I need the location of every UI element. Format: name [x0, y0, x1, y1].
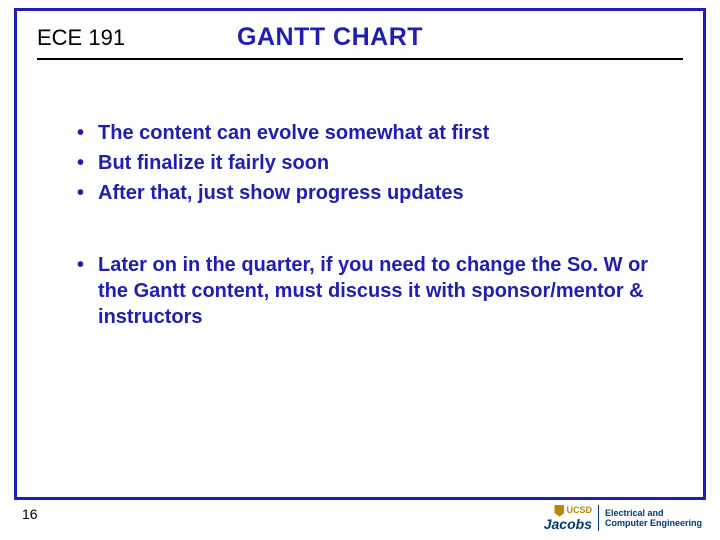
bullet-text: The content can evolve somewhat at first: [98, 120, 489, 146]
shield-icon: [554, 505, 564, 517]
dept-line-1: Electrical and: [605, 508, 702, 518]
content-area: • The content can evolve somewhat at fir…: [17, 60, 703, 330]
logo-divider: [598, 505, 599, 531]
ucsd-mark: UCSD: [554, 505, 592, 517]
bullet-dot-icon: •: [77, 150, 84, 176]
bullet-text: After that, just show progress updates: [98, 180, 464, 206]
ucsd-text: UCSD: [566, 506, 592, 516]
department-block: Electrical and Computer Engineering: [605, 508, 702, 529]
footer-logo: UCSD Jacobs Electrical and Computer Engi…: [544, 505, 702, 532]
bullet-group-2: • Later on in the quarter, if you need t…: [77, 252, 663, 330]
slide-frame: ECE 191 GANTT CHART • The content can ev…: [14, 8, 706, 500]
bullet-item: • After that, just show progress updates: [77, 180, 663, 206]
course-code: ECE 191: [37, 25, 237, 51]
bullet-text: But finalize it fairly soon: [98, 150, 329, 176]
jacobs-text: Jacobs: [544, 517, 592, 532]
bullet-group-1: • The content can evolve somewhat at fir…: [77, 120, 663, 206]
page-number: 16: [22, 506, 38, 522]
bullet-dot-icon: •: [77, 120, 84, 146]
bullet-text: Later on in the quarter, if you need to …: [98, 252, 663, 330]
ucsd-jacobs-logo: UCSD Jacobs: [544, 505, 592, 532]
bullet-dot-icon: •: [77, 180, 84, 206]
bullet-item: • Later on in the quarter, if you need t…: [77, 252, 663, 330]
bullet-item: • The content can evolve somewhat at fir…: [77, 120, 663, 146]
header-row: ECE 191 GANTT CHART: [17, 11, 703, 52]
bullet-dot-icon: •: [77, 252, 84, 278]
slide-title: GANTT CHART: [237, 23, 423, 52]
bullet-item: • But finalize it fairly soon: [77, 150, 663, 176]
dept-line-2: Computer Engineering: [605, 518, 702, 528]
